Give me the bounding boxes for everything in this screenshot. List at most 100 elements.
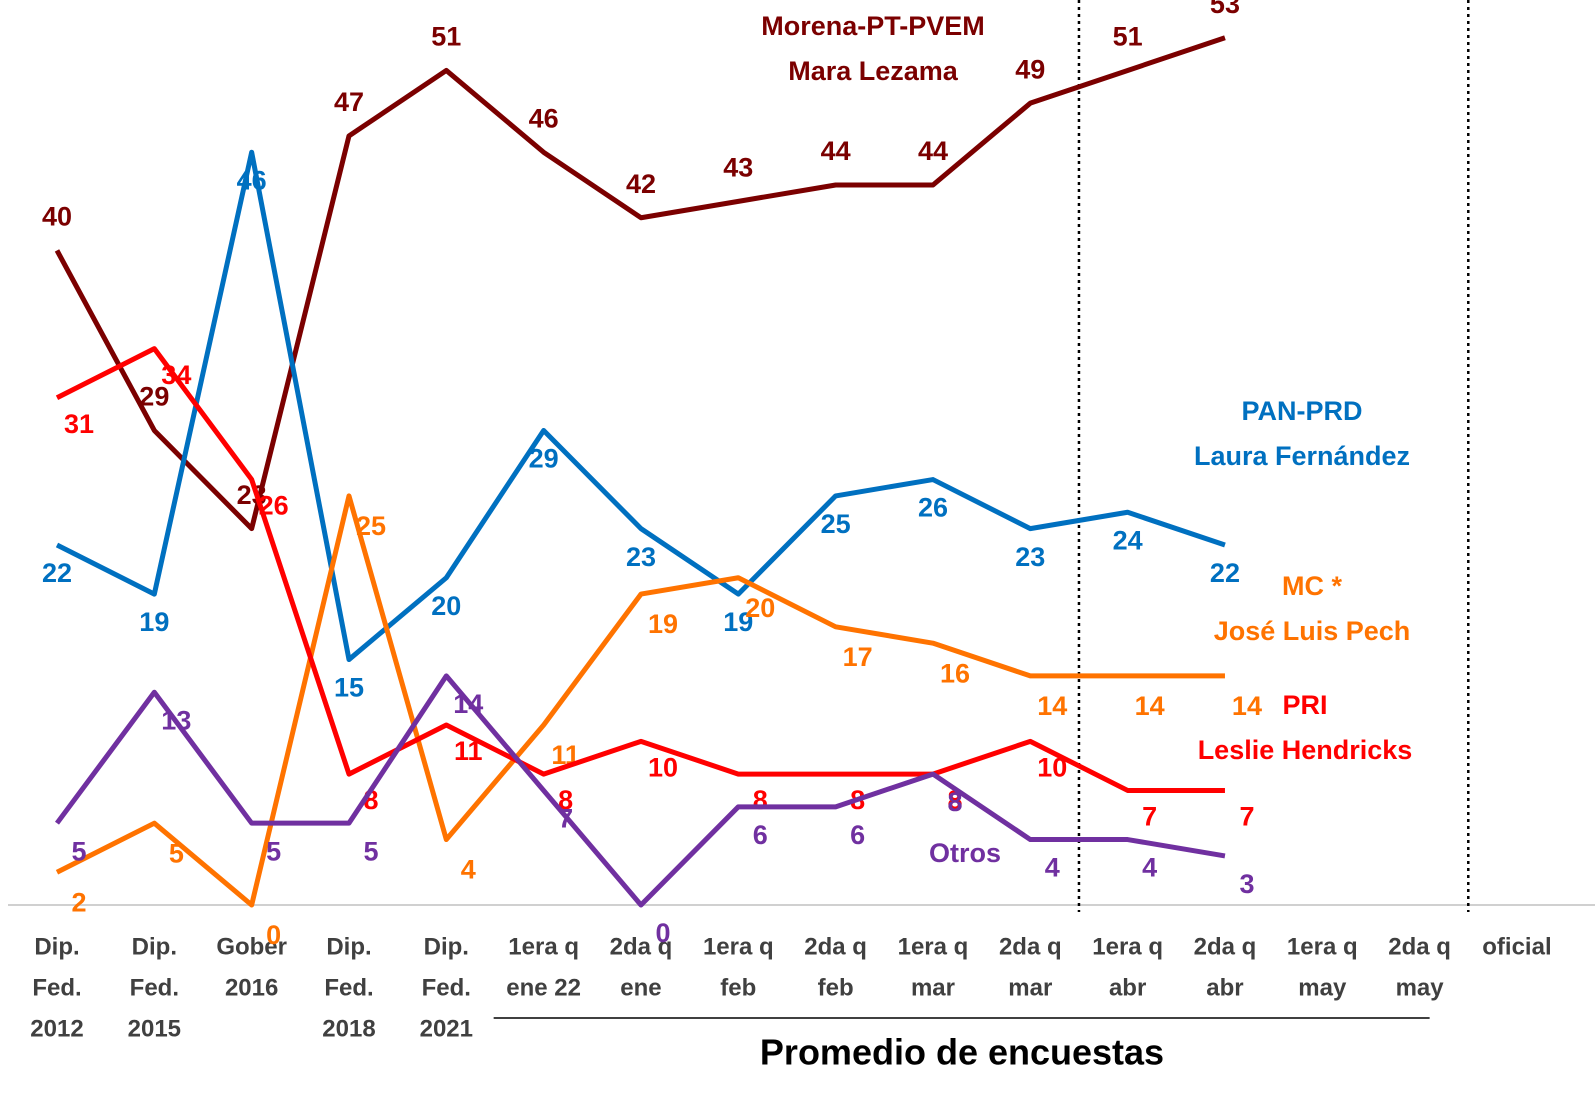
x-tick-label: Dip. xyxy=(34,933,79,960)
x-tick-label: Fed. xyxy=(130,974,179,1001)
data-label: 25 xyxy=(821,509,851,539)
data-label: 14 xyxy=(1037,691,1067,721)
data-label: 10 xyxy=(648,752,678,782)
data-label: 44 xyxy=(918,136,948,166)
data-label: 16 xyxy=(940,658,970,688)
data-label: 14 xyxy=(453,689,483,719)
data-label: 19 xyxy=(648,609,678,639)
data-label: 47 xyxy=(334,87,364,117)
data-label: 4 xyxy=(461,855,476,885)
x-tick-label: 2da q xyxy=(1388,933,1451,960)
data-label: 4 xyxy=(1142,853,1157,883)
data-label: 25 xyxy=(356,511,386,541)
data-label: 14 xyxy=(1135,691,1165,721)
x-tick-label: Fed. xyxy=(422,974,471,1001)
data-label: 17 xyxy=(843,642,873,672)
data-label: 19 xyxy=(139,607,169,637)
x-tick-label: 1era q xyxy=(1287,933,1358,960)
legend-label: Otros xyxy=(929,838,1001,868)
data-label: 8 xyxy=(947,787,962,817)
data-label: 0 xyxy=(266,920,281,950)
data-label: 3 xyxy=(1239,869,1254,899)
legend-label: Morena-PT-PVEM xyxy=(761,11,985,41)
x-tick-label: mar xyxy=(1008,974,1052,1001)
x-tick-label: 2021 xyxy=(420,1015,473,1042)
x-tick-label: Dip. xyxy=(326,933,371,960)
data-label: 20 xyxy=(745,593,775,623)
x-tick-label: 2da q xyxy=(1194,933,1257,960)
data-label: 14 xyxy=(1232,691,1262,721)
x-tick-label: 2da q xyxy=(804,933,867,960)
x-tick-label: ene xyxy=(620,974,661,1001)
x-tick-label: feb xyxy=(818,974,854,1001)
series-line xyxy=(55,149,1226,663)
legend-label: MC * xyxy=(1282,571,1342,601)
data-label: 31 xyxy=(64,409,94,439)
x-tick-label: 2018 xyxy=(322,1015,375,1042)
data-label: 29 xyxy=(529,444,559,474)
data-label: 24 xyxy=(1113,525,1143,555)
data-label: 2 xyxy=(71,887,86,917)
data-label: 46 xyxy=(529,103,559,133)
data-label: 22 xyxy=(42,558,72,588)
data-label: 5 xyxy=(71,836,86,866)
series-line xyxy=(54,35,1226,532)
data-label: 19 xyxy=(723,607,753,637)
x-tick-label: ene 22 xyxy=(506,974,581,1001)
x-tick-label: mar xyxy=(911,974,955,1001)
series-line xyxy=(55,346,1225,793)
data-label: 6 xyxy=(850,820,865,850)
x-tick-label: Dip. xyxy=(424,933,469,960)
legend-label: PRI xyxy=(1282,690,1327,720)
data-label: 15 xyxy=(334,673,364,703)
data-label: 26 xyxy=(918,493,948,523)
x-tick-label: 2016 xyxy=(225,974,278,1001)
data-label: 5 xyxy=(363,836,378,866)
x-tick-label: 1era q xyxy=(898,933,969,960)
x-tick-label: 2da q xyxy=(610,933,673,960)
x-tick-label: abr xyxy=(1206,974,1243,1001)
data-label: 29 xyxy=(139,382,169,412)
legend-label: Mara Lezama xyxy=(788,56,959,86)
x-tick-label: Fed. xyxy=(324,974,373,1001)
x-tick-label: 1era q xyxy=(1092,933,1163,960)
x-tick-label: feb xyxy=(720,974,756,1001)
series-line xyxy=(55,493,1225,908)
data-label: 53 xyxy=(1210,0,1240,19)
data-label: 51 xyxy=(431,22,461,52)
x-tick-label: 2012 xyxy=(30,1015,83,1042)
data-label: 49 xyxy=(1015,54,1045,84)
data-label: 11 xyxy=(454,736,483,766)
data-label: 6 xyxy=(753,820,768,850)
data-label: 20 xyxy=(431,591,461,621)
x-tick-label: 1era q xyxy=(508,933,579,960)
x-tick-label: abr xyxy=(1109,974,1146,1001)
data-label: 8 xyxy=(558,785,573,815)
data-label: 7 xyxy=(1239,802,1254,832)
data-label: 51 xyxy=(1113,22,1143,52)
data-label: 23 xyxy=(626,542,656,572)
legend-label: PAN-PRD xyxy=(1242,396,1363,426)
x-tick-label: may xyxy=(1396,974,1445,1001)
data-label: 10 xyxy=(1037,752,1067,782)
data-label: 26 xyxy=(259,491,289,521)
data-label: 7 xyxy=(558,804,573,834)
legend-label: José Luis Pech xyxy=(1214,616,1411,646)
x-tick-label: 1era q xyxy=(703,933,774,960)
x-tick-label: may xyxy=(1298,974,1347,1001)
data-label: 34 xyxy=(161,360,191,390)
data-label: 23 xyxy=(1015,542,1045,572)
data-label: 7 xyxy=(1142,802,1157,832)
x-tick-label: Dip. xyxy=(132,933,177,960)
data-label: 5 xyxy=(169,838,184,868)
x-tick-label: Fed. xyxy=(32,974,81,1001)
data-label: 22 xyxy=(1210,558,1240,588)
data-label: 43 xyxy=(723,152,753,182)
data-label: 42 xyxy=(626,169,656,199)
data-label: 4 xyxy=(1045,853,1060,883)
x-tick-label: 2da q xyxy=(999,933,1062,960)
series-line xyxy=(54,673,1226,908)
legend-label: Leslie Hendricks xyxy=(1198,735,1413,765)
legend-label: Laura Fernández xyxy=(1194,441,1410,471)
